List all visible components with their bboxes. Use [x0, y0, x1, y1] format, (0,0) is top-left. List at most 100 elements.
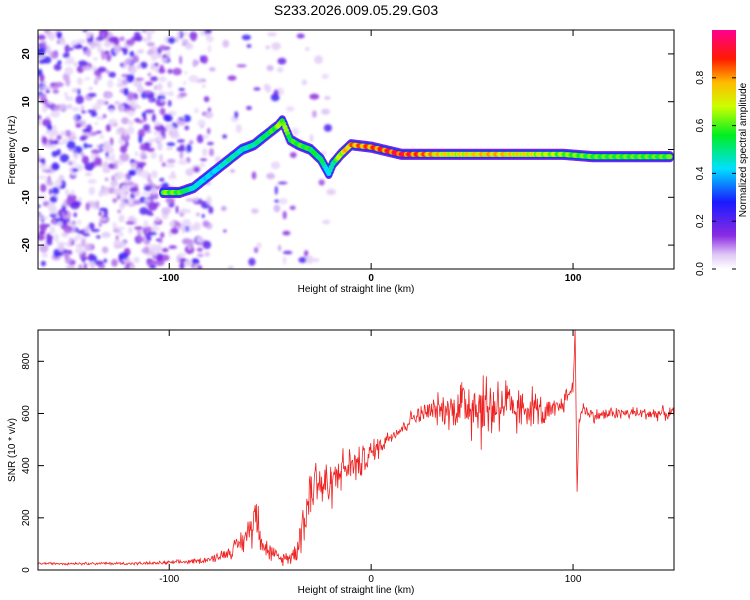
noise-speck	[112, 123, 118, 127]
noise-speck	[144, 109, 155, 114]
noise-speck	[47, 232, 51, 241]
noise-speck	[160, 98, 165, 103]
noise-speck	[127, 120, 135, 126]
noise-speck	[137, 85, 144, 94]
noise-speck	[167, 80, 173, 89]
noise-speck	[270, 161, 281, 170]
noise-speck	[121, 117, 130, 125]
noise-speck	[38, 230, 45, 235]
noise-speck	[113, 44, 121, 54]
noise-speck	[196, 247, 203, 252]
noise-speck	[91, 149, 101, 155]
noise-speck	[323, 124, 332, 132]
noise-speck	[94, 260, 104, 266]
noise-speck	[139, 151, 147, 160]
noise-speck	[54, 233, 59, 243]
noise-speck	[191, 258, 200, 266]
colorbar-tick-label: 0.0	[695, 262, 706, 276]
noise-speck	[73, 212, 77, 218]
noise-speck	[273, 89, 279, 97]
noise-speck	[130, 193, 136, 200]
noise-speck	[40, 40, 47, 45]
noise-speck	[164, 113, 173, 122]
noise-speck	[111, 159, 121, 164]
noise-speck	[73, 151, 79, 160]
noise-speck	[67, 221, 74, 226]
noise-speck	[127, 91, 135, 101]
noise-speck	[141, 191, 148, 196]
noise-speck	[74, 247, 85, 255]
noise-speck	[230, 169, 235, 173]
noise-speck	[54, 179, 62, 188]
noise-speck	[71, 106, 80, 112]
spectrogram-ridge	[159, 115, 674, 199]
noise-speck	[83, 262, 88, 269]
noise-speck	[73, 114, 78, 121]
noise-speck	[298, 257, 308, 263]
noise-speck	[78, 264, 83, 269]
noise-speck	[155, 238, 161, 242]
noise-speck	[144, 246, 149, 254]
noise-speck	[172, 67, 182, 76]
noise-speck	[41, 252, 49, 258]
noise-speck	[170, 220, 175, 228]
noise-speck	[127, 109, 136, 117]
noise-speck	[40, 85, 50, 90]
noise-speck	[46, 145, 57, 149]
noise-speck	[156, 53, 163, 59]
noise-speck	[105, 124, 111, 132]
noise-speck	[109, 108, 114, 114]
noise-speck	[88, 86, 94, 91]
y-tick-label: 20	[21, 48, 32, 60]
noise-speck	[201, 55, 208, 64]
noise-speck	[72, 44, 83, 49]
noise-speck	[103, 258, 108, 264]
snr-panel: -100 0 100 0 200 400 600 800 Height of straight…	[7, 329, 675, 596]
noise-speck	[48, 31, 56, 41]
noise-speck	[326, 188, 336, 196]
noise-speck	[208, 206, 214, 214]
noise-speck	[64, 130, 72, 137]
noise-speck	[45, 89, 50, 94]
noise-speck	[206, 127, 211, 135]
noise-speck	[90, 161, 95, 169]
noise-speck	[291, 127, 300, 137]
noise-speck	[167, 68, 173, 74]
noise-speck	[127, 125, 135, 135]
noise-speck	[42, 136, 48, 145]
noise-speck	[47, 176, 51, 185]
noise-speck	[62, 200, 67, 207]
noise-speck	[40, 183, 47, 193]
noise-speck	[126, 74, 134, 83]
noise-speck	[158, 76, 167, 83]
noise-speck	[71, 168, 79, 173]
noise-speck	[118, 252, 129, 260]
y-tick-label: 400	[21, 457, 32, 474]
noise-speck	[185, 168, 194, 177]
noise-speck	[301, 79, 308, 86]
noise-speck	[49, 132, 55, 141]
noise-speck	[64, 60, 74, 65]
noise-speck	[153, 121, 161, 126]
noise-speck	[86, 48, 92, 57]
noise-speck	[178, 159, 188, 165]
noise-speck	[222, 39, 230, 48]
noise-speck	[160, 254, 170, 262]
noise-speck	[161, 162, 166, 167]
noise-speck	[206, 195, 212, 205]
noise-speck	[97, 66, 107, 73]
noise-speck	[207, 107, 211, 113]
noise-speck	[43, 56, 52, 64]
noise-speck	[123, 87, 129, 96]
noise-speck	[154, 64, 159, 73]
y-tick-label: -20	[21, 237, 32, 252]
noise-speck	[57, 60, 62, 65]
noise-speck	[93, 78, 100, 83]
noise-speck	[195, 79, 204, 84]
noise-speck	[168, 90, 174, 97]
colorbar-tick-label: 0.8	[695, 70, 706, 84]
noise-speck	[175, 205, 179, 214]
noise-speck	[179, 144, 185, 149]
noise-speck	[165, 163, 176, 168]
